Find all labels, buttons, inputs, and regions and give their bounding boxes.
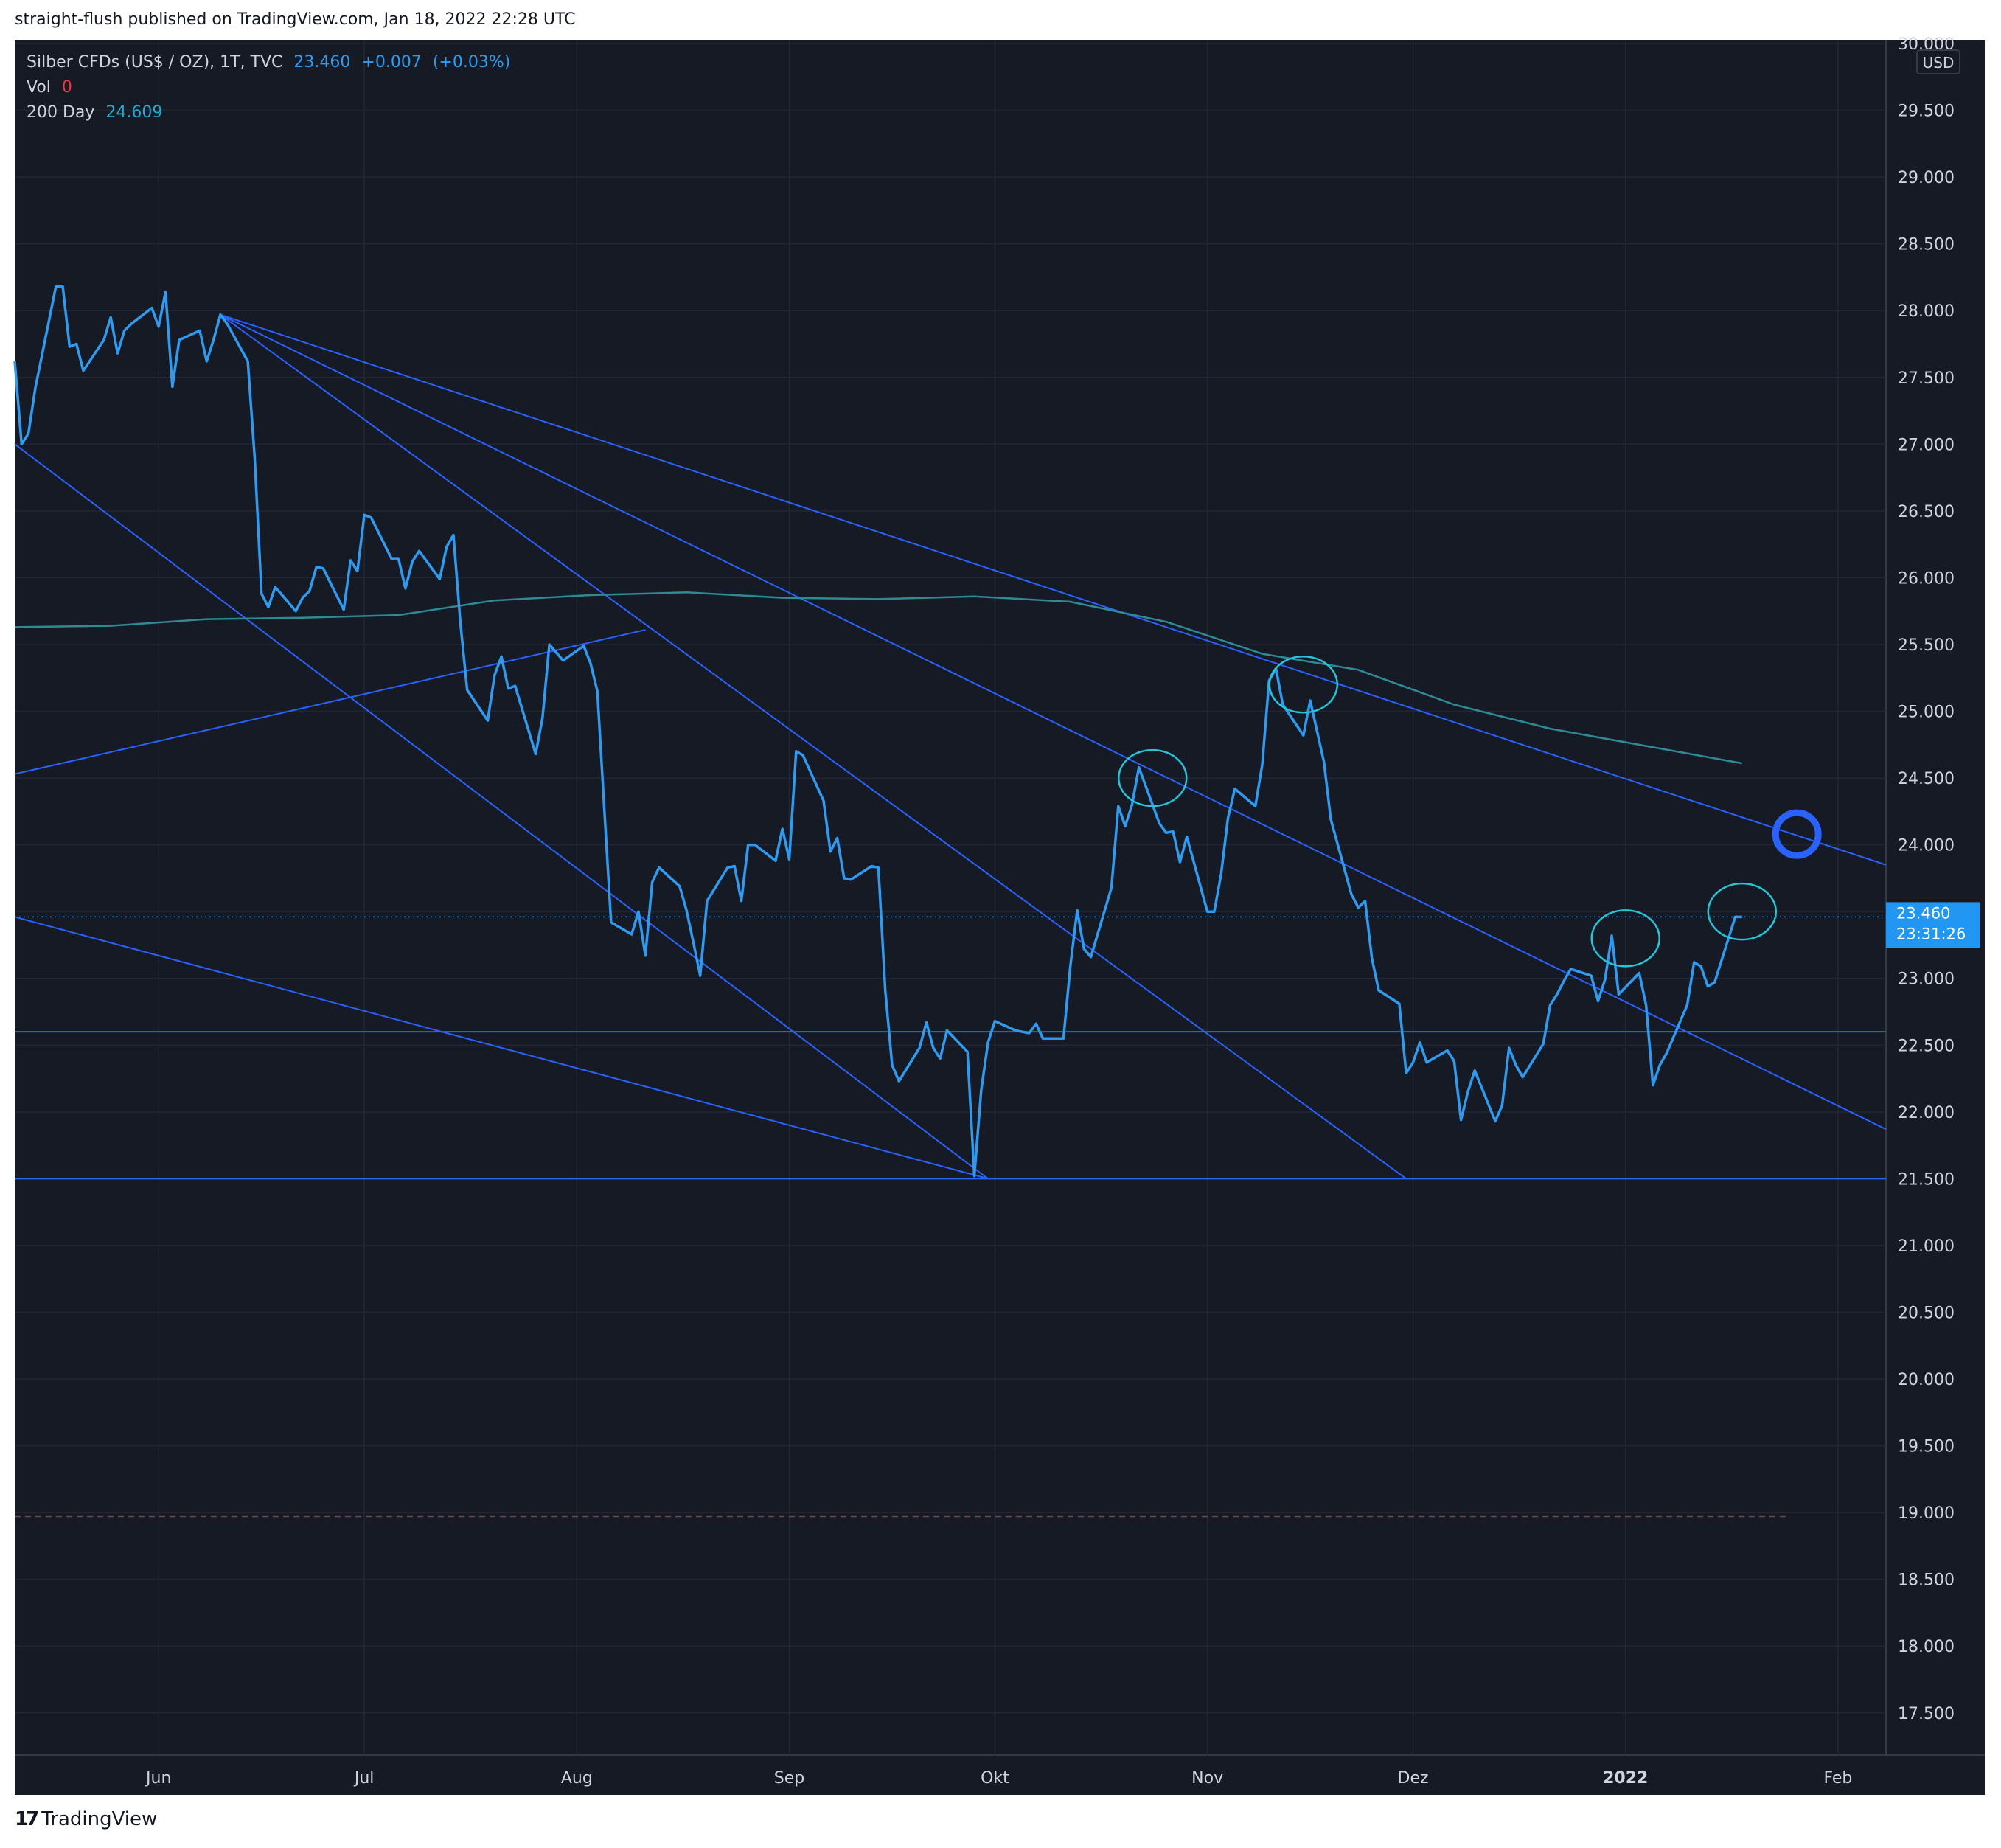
legend-vol-value: 0 — [61, 78, 72, 97]
legend-ma-row: 200 Day 24.609 — [27, 103, 168, 122]
price-series — [13, 285, 1742, 1178]
y-tick-label: 29.500 — [1898, 103, 1955, 121]
y-tick-label: 22.500 — [1898, 1037, 1955, 1055]
y-tick-label: 28.000 — [1898, 302, 1955, 321]
x-tick-label: Okt — [981, 1769, 1009, 1788]
annotation-ellipse — [1590, 909, 1660, 968]
y-tick-label: 20.500 — [1898, 1304, 1955, 1322]
last-price-label: 23.460 — [1896, 904, 1950, 922]
trend-line — [14, 443, 989, 1180]
y-tick-label: 18.500 — [1898, 1571, 1955, 1590]
annotation-ellipse — [1118, 748, 1188, 807]
y-tick-label: 17.500 — [1898, 1705, 1955, 1723]
y-tick-label: 29.000 — [1898, 169, 1955, 187]
y-tick-label: 28.500 — [1898, 236, 1955, 254]
trend-line — [14, 629, 646, 775]
x-tick-label: 2022 — [1603, 1769, 1648, 1788]
legend-symbol[interactable]: Silber CFDs (US$ / OZ), 1T, TVC — [27, 53, 283, 72]
brand-name: TradingView — [41, 1808, 158, 1830]
y-tick-label: 27.500 — [1898, 369, 1955, 388]
currency-badge: USD — [1916, 49, 1960, 74]
y-tick-label: 25.500 — [1898, 636, 1955, 655]
legend-vol-label[interactable]: Vol — [27, 78, 51, 97]
y-tick-label: 20.000 — [1898, 1371, 1955, 1389]
annotation-ellipse — [1707, 882, 1778, 941]
trend-line — [220, 313, 1887, 866]
y-tick-label: 21.500 — [1898, 1170, 1955, 1189]
x-tick-label: Dez — [1398, 1769, 1429, 1788]
x-tick-label: Jun — [145, 1769, 171, 1788]
y-tick-label: 19.000 — [1898, 1504, 1955, 1523]
legend-symbol-row: Silber CFDs (US$ / OZ), 1T, TVC 23.460 +… — [27, 53, 516, 72]
legend-change: +0.007 — [361, 53, 422, 72]
legend-volume-row: Vol 0 — [27, 78, 78, 97]
horizontal-lines — [15, 916, 1886, 1518]
chart-background — [15, 40, 1985, 1795]
y-tick-label: 23.000 — [1898, 970, 1955, 989]
trend-lines — [14, 313, 1887, 1180]
legend-last: 23.460 — [293, 53, 351, 72]
y-tick-label: 18.000 — [1898, 1638, 1955, 1656]
time-axis[interactable]: Jun Jul Aug Sep Okt Nov Dez 2022 Feb — [145, 1769, 1852, 1788]
y-tick-label: 26.000 — [1898, 569, 1955, 588]
currency-label: USD — [1923, 54, 1955, 72]
y-tick-label: 24.000 — [1898, 837, 1955, 855]
trend-line — [220, 313, 1887, 1130]
x-tick-label: Nov — [1191, 1769, 1223, 1788]
legend-change-pct: (+0.03%) — [432, 53, 511, 72]
legend-ma-value: 24.609 — [105, 103, 163, 122]
price-series-line — [13, 285, 1742, 1178]
last-price-tag: 23.460 23:31:26 — [1886, 902, 1980, 948]
tradingview-logo[interactable]: 17 TradingView — [15, 1808, 157, 1830]
x-tick-label: Sep — [774, 1769, 804, 1788]
x-tick-label: Aug — [561, 1769, 593, 1788]
y-tick-label: 22.000 — [1898, 1104, 1955, 1122]
x-tick-label: Jul — [353, 1769, 375, 1788]
publish-header: straight-flush published on TradingView.… — [15, 10, 576, 29]
y-tick-label: 25.000 — [1898, 704, 1955, 722]
trend-line — [220, 313, 1407, 1180]
legend-ma-label[interactable]: 200 Day — [27, 103, 95, 122]
x-tick-label: Feb — [1823, 1769, 1852, 1788]
annotations — [1118, 656, 1822, 968]
trend-line — [14, 916, 989, 1180]
annotation-ellipse — [1268, 656, 1339, 714]
marker-circle — [1772, 809, 1822, 859]
y-tick-label: 26.500 — [1898, 503, 1955, 521]
y-tick-label: 19.500 — [1898, 1438, 1955, 1456]
ma-series — [14, 591, 1743, 765]
countdown-label: 23:31:26 — [1896, 925, 1966, 942]
ma-series-line — [14, 591, 1743, 765]
y-tick-label: 27.000 — [1898, 436, 1955, 454]
y-tick-label: 24.500 — [1898, 770, 1955, 788]
tradingview-mark-icon: 17 — [15, 1808, 39, 1830]
y-tick-label: 21.000 — [1898, 1237, 1955, 1256]
price-axis[interactable]: 30.00029.50029.00028.50028.00027.50027.0… — [1898, 35, 1955, 1723]
